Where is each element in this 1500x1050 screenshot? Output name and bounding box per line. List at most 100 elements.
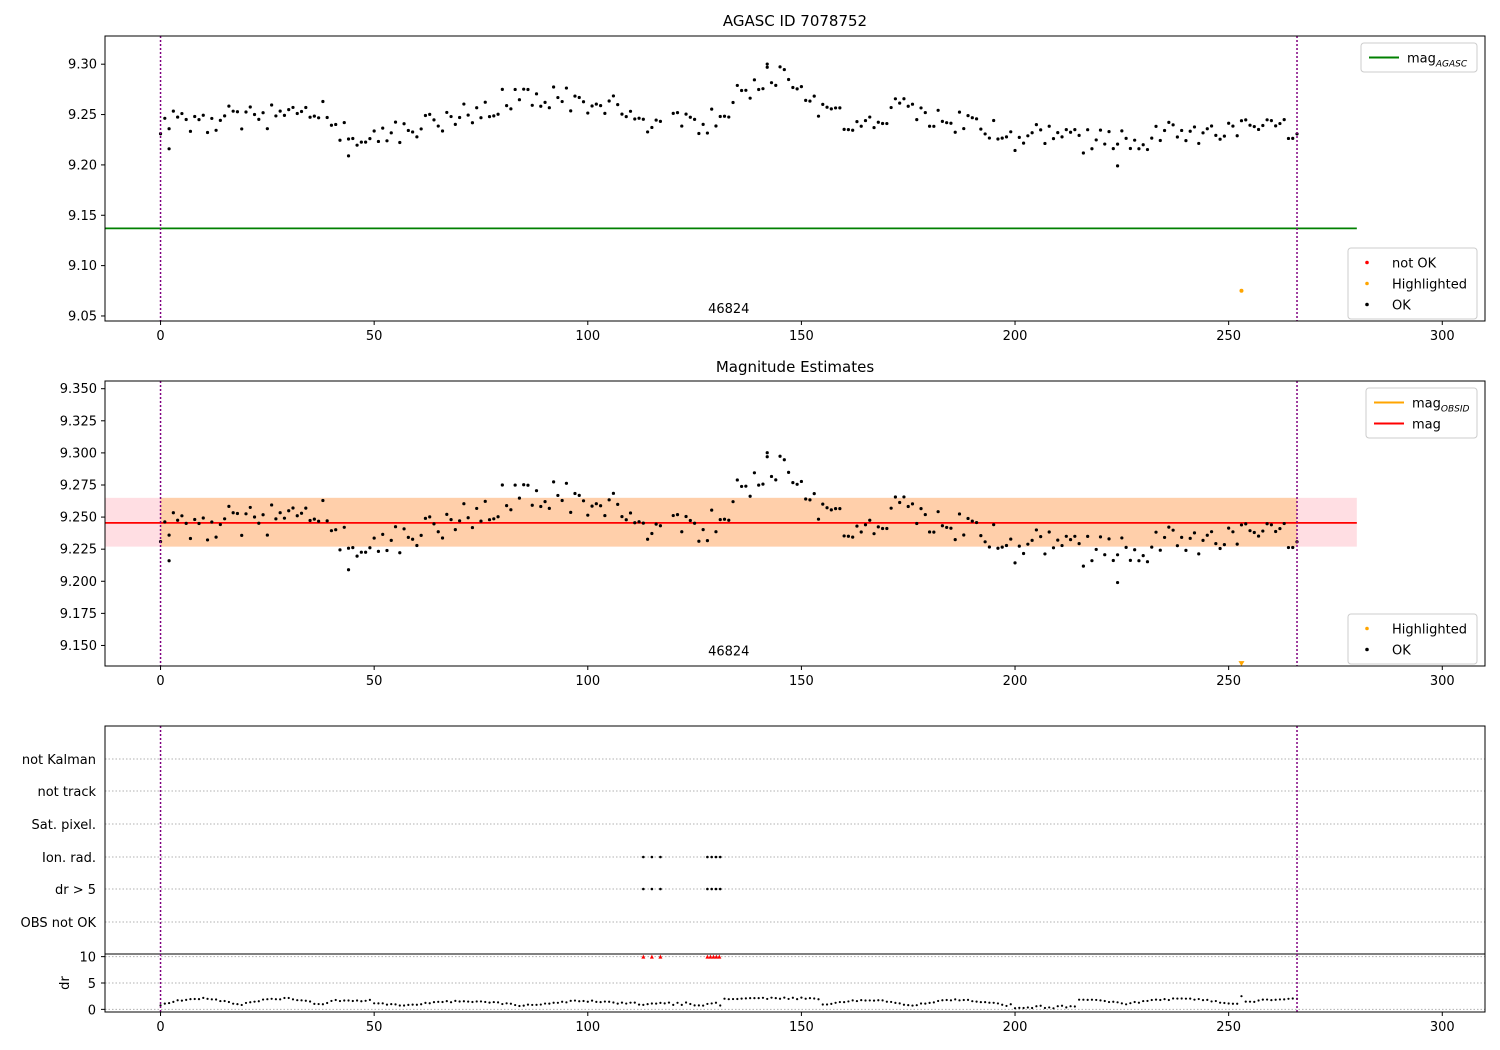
data-point bbox=[1039, 535, 1043, 539]
y-tick-label: 9.325 bbox=[60, 414, 97, 429]
dr-point bbox=[719, 1004, 722, 1007]
dr-point bbox=[1112, 1000, 1115, 1003]
dr-point bbox=[535, 1003, 538, 1006]
data-point bbox=[1261, 529, 1265, 533]
data-point bbox=[872, 532, 876, 536]
data-point bbox=[329, 123, 334, 127]
data-point bbox=[1227, 121, 1231, 125]
data-point bbox=[1060, 135, 1064, 139]
dr-point bbox=[377, 1002, 380, 1005]
data-point bbox=[274, 517, 278, 521]
data-point bbox=[505, 504, 509, 508]
data-point bbox=[1004, 135, 1009, 139]
data-point bbox=[987, 136, 991, 140]
dr-point bbox=[1001, 1003, 1004, 1006]
data-point bbox=[560, 498, 564, 503]
data-point bbox=[509, 508, 513, 512]
dr-point bbox=[962, 998, 965, 1002]
data-point bbox=[201, 113, 205, 117]
data-point bbox=[974, 520, 979, 525]
dr-point bbox=[1018, 1006, 1021, 1009]
data-point bbox=[603, 513, 607, 518]
data-point bbox=[1115, 553, 1120, 557]
dr-point bbox=[373, 1002, 376, 1005]
data-point bbox=[675, 513, 680, 517]
dr-point bbox=[232, 1002, 235, 1005]
data-point bbox=[906, 504, 910, 509]
data-point bbox=[547, 506, 551, 510]
y-tick-label: 9.175 bbox=[60, 607, 97, 622]
data-point bbox=[1218, 137, 1222, 141]
data-point bbox=[483, 499, 487, 503]
data-point bbox=[658, 524, 663, 528]
data-point bbox=[1115, 580, 1120, 585]
data-point bbox=[650, 125, 654, 130]
data-point bbox=[812, 492, 816, 496]
dr-point bbox=[501, 1002, 504, 1006]
data-point bbox=[197, 521, 201, 526]
data-point bbox=[992, 523, 996, 527]
data-point bbox=[1068, 538, 1073, 542]
dr-point bbox=[398, 1004, 401, 1007]
dr-point bbox=[625, 1002, 628, 1005]
data-point bbox=[949, 526, 953, 530]
data-point bbox=[1286, 545, 1291, 550]
data-point bbox=[902, 97, 906, 101]
data-point bbox=[795, 482, 799, 486]
data-point bbox=[936, 108, 940, 112]
dr-y-tick-label: 10 bbox=[79, 951, 96, 966]
dr-point bbox=[518, 1004, 521, 1008]
dr-point bbox=[689, 1002, 692, 1006]
dr-point bbox=[390, 1003, 393, 1006]
data-point bbox=[1278, 526, 1282, 531]
legend-marker bbox=[1365, 626, 1369, 631]
dr-point bbox=[1095, 998, 1098, 1002]
data-point bbox=[979, 127, 983, 131]
data-point bbox=[1248, 529, 1252, 533]
data-point bbox=[829, 508, 833, 512]
data-point bbox=[487, 518, 492, 522]
data-point bbox=[940, 524, 944, 528]
dr-point bbox=[411, 1003, 414, 1006]
data-point bbox=[560, 99, 564, 104]
dr-point bbox=[185, 998, 188, 1001]
panel-agasc: AGASC ID 7078752 46824 0 50 100 150 200 250 300… bbox=[68, 12, 1486, 344]
dr-point bbox=[172, 1000, 175, 1004]
data-point bbox=[757, 87, 761, 92]
data-point bbox=[885, 121, 889, 126]
data-point bbox=[534, 92, 539, 96]
dr-point bbox=[1073, 1005, 1076, 1008]
data-point bbox=[594, 502, 598, 506]
data-point bbox=[1137, 147, 1141, 151]
data-point bbox=[1030, 538, 1034, 542]
obsid-label: 46824 bbox=[708, 645, 749, 660]
data-point bbox=[364, 140, 368, 144]
data-point bbox=[487, 115, 492, 119]
data-point bbox=[1171, 123, 1175, 127]
data-point bbox=[1051, 546, 1056, 550]
legend-box bbox=[1365, 387, 1478, 439]
data-point bbox=[252, 112, 257, 117]
data-point bbox=[936, 510, 940, 514]
data-point bbox=[932, 124, 936, 128]
data-point bbox=[906, 104, 910, 108]
data-point bbox=[1013, 561, 1017, 565]
data-point bbox=[530, 103, 534, 107]
dr-point bbox=[330, 999, 333, 1003]
dr-point bbox=[1039, 1004, 1042, 1007]
data-point bbox=[714, 530, 718, 534]
data-point bbox=[398, 551, 402, 555]
data-point bbox=[739, 484, 744, 489]
data-point bbox=[1188, 536, 1192, 540]
data-point bbox=[325, 115, 329, 120]
dr-point bbox=[693, 1004, 696, 1007]
dr-point bbox=[206, 997, 209, 1000]
x-tick-label: 150 bbox=[789, 1020, 814, 1035]
data-point bbox=[1124, 136, 1128, 140]
dr-point bbox=[1287, 997, 1290, 1000]
dr-point bbox=[1266, 998, 1269, 1001]
data-point bbox=[1222, 542, 1226, 547]
data-point bbox=[1004, 543, 1009, 548]
dr-point bbox=[509, 1002, 512, 1005]
dr-point bbox=[864, 999, 867, 1002]
